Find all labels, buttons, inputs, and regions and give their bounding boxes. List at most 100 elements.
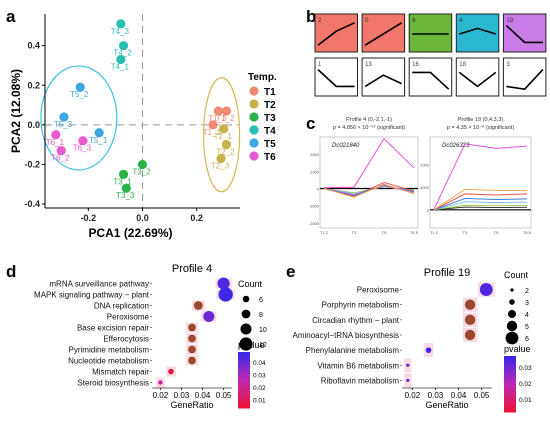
y-tick-label: 0.2 xyxy=(27,80,40,90)
panel-label-e: e xyxy=(286,262,295,281)
color-legend-label: 0.02 xyxy=(519,381,532,388)
point-label: T6_3 xyxy=(73,144,92,153)
point-t5-1 xyxy=(94,128,104,138)
point-t3-1 xyxy=(118,169,129,179)
enrichment-dot xyxy=(188,334,196,343)
color-legend-band xyxy=(504,395,516,399)
point-t5-3 xyxy=(59,112,69,122)
expression-line xyxy=(323,183,415,198)
legend-label: T3 xyxy=(264,113,276,124)
profile-id: 13 xyxy=(365,62,372,68)
legend-label: T2 xyxy=(264,100,276,111)
color-legend-band xyxy=(238,377,250,381)
size-legend-label: 2 xyxy=(525,288,529,295)
term-label: Pyrimidine metabolism xyxy=(69,346,150,355)
point-t4-3 xyxy=(116,19,126,29)
profile-grid: 2 0 6 4 19 1 13 16 18 3 xyxy=(314,13,547,97)
color-legend-band xyxy=(504,367,516,371)
color-legend-band xyxy=(504,400,516,405)
color-legend-band xyxy=(238,371,250,375)
term-label: Circadian rhythm − plant xyxy=(312,316,400,325)
color-legend-band xyxy=(238,380,250,384)
color-legend-band xyxy=(238,360,250,364)
profile-box-6 xyxy=(408,13,453,53)
term-label: MAPK signaling pathway − plant xyxy=(34,291,150,300)
size-legend-label: 6 xyxy=(259,297,263,304)
y-tick-label: 0 xyxy=(317,187,320,192)
point-label: T5_1 xyxy=(89,136,108,145)
color-legend-band xyxy=(504,361,516,365)
point-label: T1_1 xyxy=(203,128,222,137)
y-tick-label: 2000 xyxy=(310,152,320,157)
profile-id: 18 xyxy=(459,62,466,68)
point-t1-1 xyxy=(208,120,218,130)
legend-swatch-t4 xyxy=(249,125,259,135)
color-legend-label: 0.02 xyxy=(253,385,266,392)
panel-label-a: a xyxy=(6,7,16,26)
profile-trend-line xyxy=(412,71,450,90)
profile-box-16 xyxy=(408,57,453,97)
color-legend-band xyxy=(504,384,516,388)
profile-id: 3 xyxy=(506,62,510,68)
term-label: Nucleotide metabolism xyxy=(68,357,149,366)
profile-trend-line xyxy=(505,25,543,44)
point-label: T3_2 xyxy=(132,167,151,176)
profile-box-3 xyxy=(502,57,547,97)
term-label: Aminoacyl−tRNA biosynthesis xyxy=(293,331,400,340)
point-label: T1_2 xyxy=(216,114,235,123)
profile-trend-line xyxy=(364,22,403,46)
term-label: Base excision repair xyxy=(77,324,149,333)
expression-line xyxy=(433,201,528,211)
profile-id: 2 xyxy=(318,18,322,24)
size-legend-dot xyxy=(506,320,518,332)
color-legend-band xyxy=(238,394,250,398)
profile-box-2 xyxy=(314,13,358,53)
enrichment-dot xyxy=(188,345,196,354)
panel-label-b: b xyxy=(306,7,316,26)
x-axis-title: GeneRatio xyxy=(170,400,213,410)
y-tick-label: -0.4 xyxy=(24,199,40,209)
color-legend-band xyxy=(504,392,516,396)
color-legend-band xyxy=(238,396,250,401)
color-legend-band xyxy=(238,352,250,356)
enrichment-dot xyxy=(188,323,196,332)
x-tick-label: 0.2 xyxy=(190,213,203,223)
size-legend-dot xyxy=(505,331,519,345)
size-legend-dot xyxy=(239,337,253,351)
size-legend-label: 5 xyxy=(525,324,529,331)
color-legend-band xyxy=(504,386,516,391)
y-tick-label: -0.2 xyxy=(24,159,40,169)
enrichment-plot-profile-4: Profile 4 mRNA surveillance pathway MAPK s… xyxy=(34,263,267,410)
color-legend-label: 0.01 xyxy=(519,397,532,404)
x-tick-label: T1.2 xyxy=(320,230,329,235)
term-label: Porphyrin metabolism xyxy=(322,301,400,310)
color-legend-band xyxy=(238,357,250,361)
x-axis-title: GeneRatio xyxy=(425,400,468,410)
enrichment-dot xyxy=(479,283,493,296)
panel-label-c: c xyxy=(306,114,315,133)
y-tick-label: -2000 xyxy=(309,221,320,226)
size-legend-label: 6 xyxy=(525,336,529,343)
profile-id: 0 xyxy=(365,18,369,24)
x-tick-label: 0.04 xyxy=(195,391,211,400)
color-legend-band xyxy=(504,372,516,377)
enrichment-dot xyxy=(464,329,476,341)
point-t2-2 xyxy=(221,140,232,150)
point-t3-3 xyxy=(121,183,131,193)
color-legend-band xyxy=(504,378,516,382)
point-t4-2 xyxy=(118,41,129,51)
y-tick-label: 1000 xyxy=(420,185,430,190)
x-tick-label: T3 xyxy=(352,230,357,235)
point-label: T4_1 xyxy=(111,63,130,72)
legend-swatch-t6 xyxy=(249,151,259,161)
size-legend-dot xyxy=(510,288,514,292)
profile-line-plots: Profile 4 (0,-2,1,-1)p = 4.056 × 10⁻⁵² (… xyxy=(309,117,532,235)
point-t2-1 xyxy=(219,124,229,134)
point-label: T2_3 xyxy=(211,162,230,171)
color-legend-band xyxy=(238,374,250,378)
y-tick-label: 0.4 xyxy=(27,41,40,51)
color-legend-band xyxy=(238,385,250,389)
profile-id: 19 xyxy=(506,18,513,24)
x-tick-label: 0.02 xyxy=(405,391,421,400)
color-legend-title: pvalue xyxy=(504,344,531,354)
